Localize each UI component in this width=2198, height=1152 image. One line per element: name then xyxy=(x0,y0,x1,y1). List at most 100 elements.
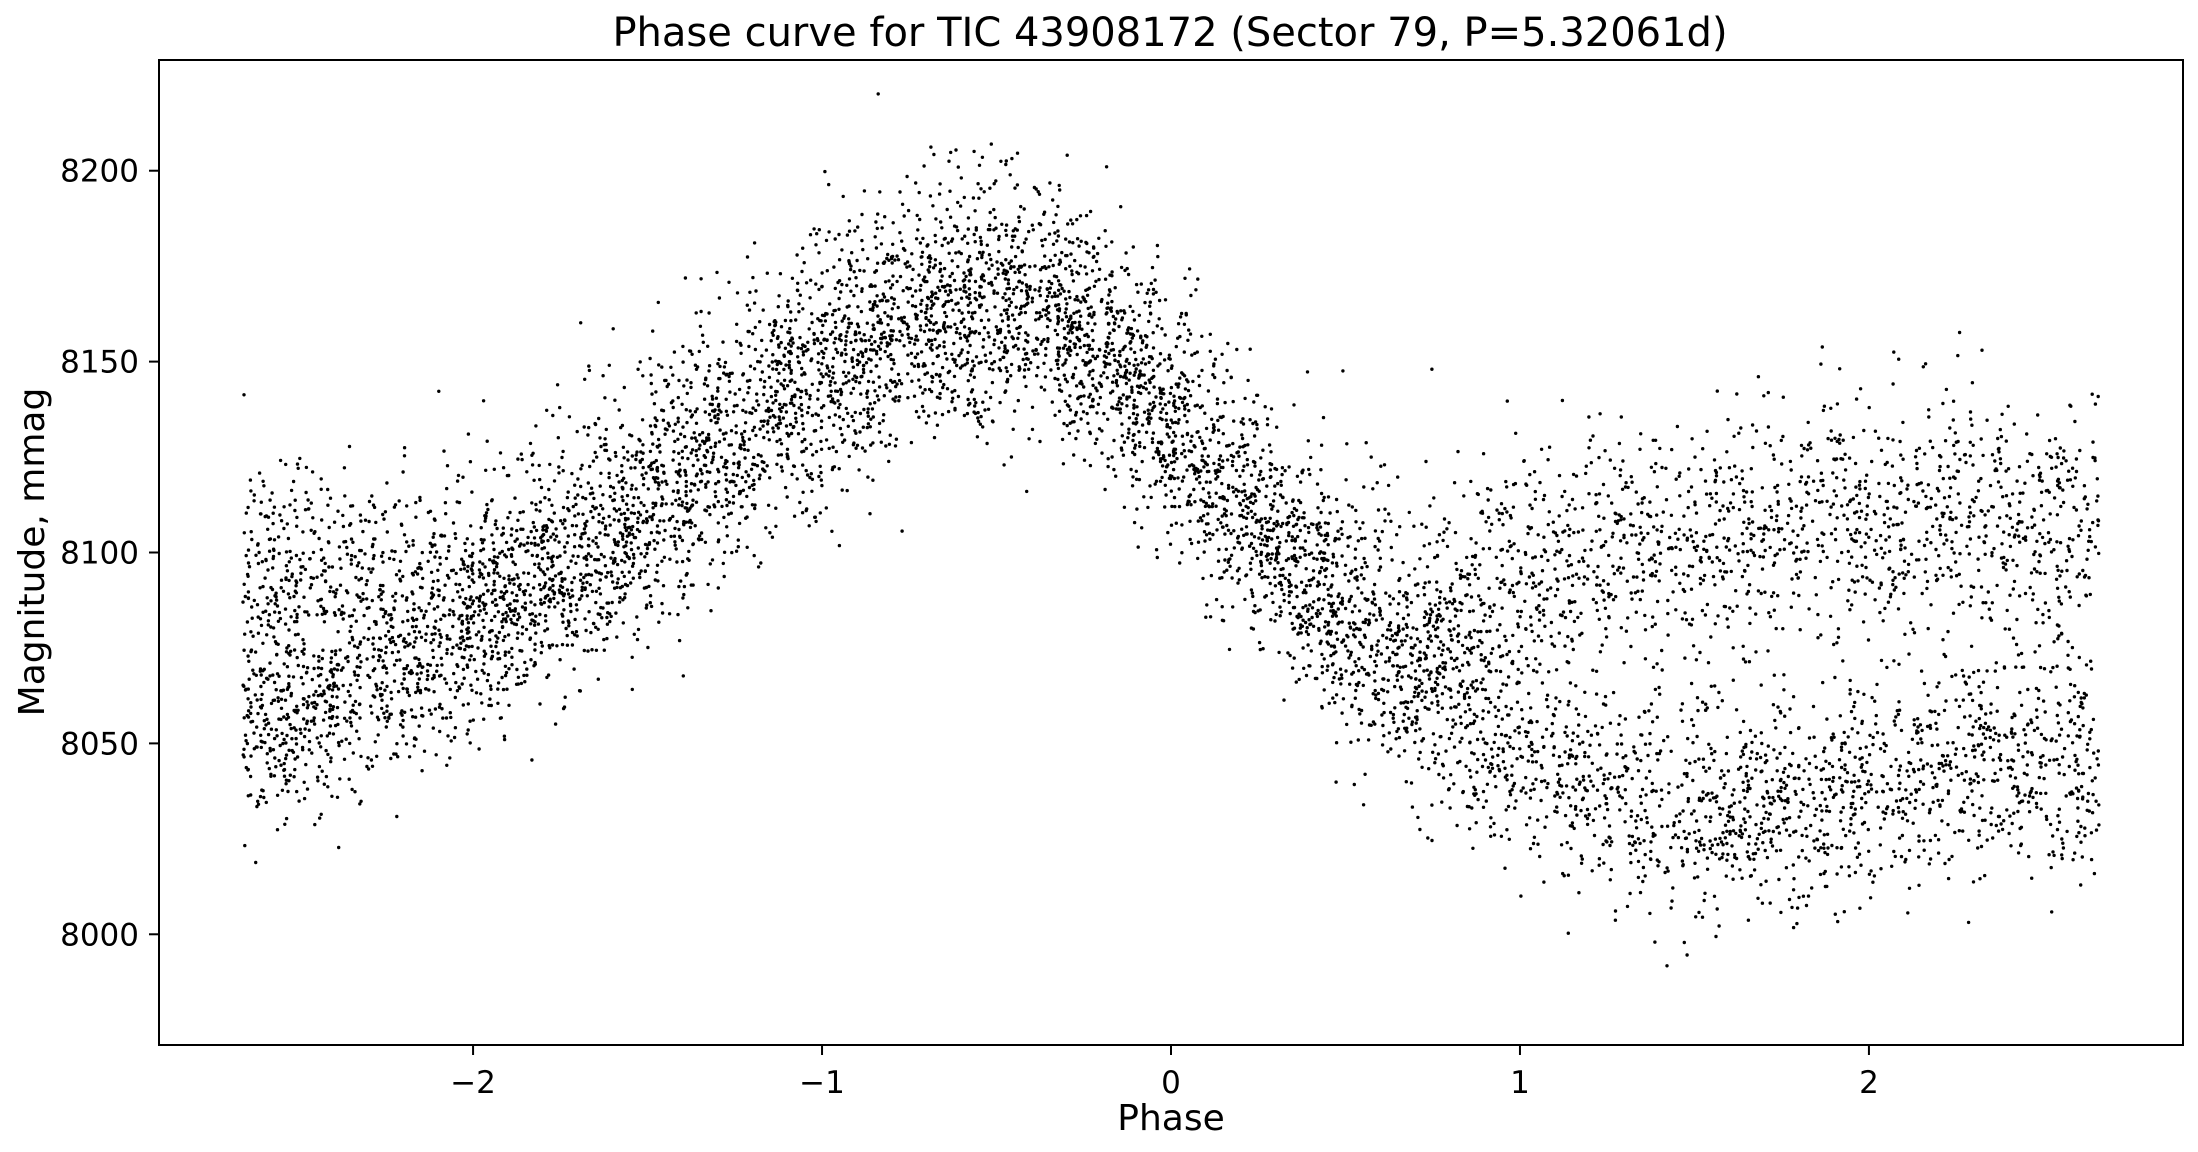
scatter-point xyxy=(972,375,976,379)
scatter-point xyxy=(1643,628,1648,632)
scatter-point xyxy=(1090,269,1095,273)
scatter-point xyxy=(374,520,378,525)
scatter-point xyxy=(613,559,617,564)
scatter-point xyxy=(1380,617,1385,621)
scatter-point xyxy=(2015,479,2019,483)
scatter-point xyxy=(1226,341,1230,346)
scatter-point xyxy=(1977,568,1981,573)
scatter-point xyxy=(1533,497,1538,501)
scatter-point xyxy=(1220,525,1225,529)
scatter-point xyxy=(418,498,422,503)
scatter-point xyxy=(1435,614,1439,618)
scatter-point xyxy=(942,382,946,387)
scatter-point xyxy=(837,307,841,311)
scatter-point xyxy=(554,534,559,538)
scatter-point xyxy=(283,607,288,611)
scatter-point xyxy=(1303,548,1307,553)
scatter-point xyxy=(1327,601,1331,606)
scatter-point xyxy=(306,703,310,707)
scatter-point xyxy=(380,706,384,711)
scatter-point xyxy=(688,409,692,413)
scatter-point xyxy=(1022,375,1027,379)
scatter-point xyxy=(1770,594,1774,599)
scatter-point xyxy=(1669,546,1674,550)
scatter-point xyxy=(244,511,248,515)
scatter-point xyxy=(1635,551,1639,555)
scatter-point xyxy=(2059,461,2064,466)
scatter-point xyxy=(1761,538,1766,542)
scatter-point xyxy=(1373,529,1378,533)
scatter-point xyxy=(745,255,750,259)
scatter-point xyxy=(269,599,273,603)
scatter-point xyxy=(1284,539,1289,543)
scatter-point xyxy=(1819,479,1823,483)
scatter-point xyxy=(1118,374,1123,379)
scatter-point xyxy=(933,337,937,342)
scatter-point xyxy=(2096,494,2100,498)
scatter-point xyxy=(272,635,276,639)
scatter-point xyxy=(1053,376,1057,381)
scatter-point xyxy=(1854,485,1858,489)
scatter-point xyxy=(1539,447,1544,451)
scatter-point xyxy=(960,348,964,352)
scatter-point xyxy=(484,583,488,587)
scatter-point xyxy=(1882,513,1886,517)
scatter-point xyxy=(1481,737,1486,741)
scatter-point xyxy=(1309,455,1313,460)
scatter-point xyxy=(796,288,800,293)
scatter-point xyxy=(2053,437,2058,441)
scatter-point xyxy=(1004,162,1008,167)
scatter-point xyxy=(1776,530,1781,534)
scatter-point xyxy=(722,515,726,520)
scatter-point xyxy=(389,697,394,701)
scatter-point xyxy=(1892,719,1897,723)
scatter-point xyxy=(790,394,794,399)
scatter-point xyxy=(831,445,835,449)
scatter-point xyxy=(594,600,598,605)
scatter-point xyxy=(707,364,712,368)
scatter-point xyxy=(1469,537,1473,541)
scatter-point xyxy=(932,435,937,440)
scatter-point xyxy=(825,269,829,273)
scatter-point xyxy=(1835,516,1839,520)
scatter-point xyxy=(932,152,936,157)
scatter-point xyxy=(1906,562,1911,567)
scatter-point xyxy=(759,454,763,458)
scatter-point xyxy=(851,347,856,352)
scatter-point xyxy=(405,690,410,694)
scatter-point xyxy=(1747,660,1752,664)
scatter-point xyxy=(299,571,303,575)
scatter-point xyxy=(1074,436,1078,441)
scatter-point xyxy=(1885,665,1889,670)
scatter-point xyxy=(2089,667,2094,671)
scatter-point xyxy=(1007,304,1012,308)
scatter-point xyxy=(393,642,398,647)
scatter-point xyxy=(1694,658,1699,662)
scatter-point xyxy=(1713,622,1718,626)
scatter-point xyxy=(1435,666,1440,671)
scatter-point xyxy=(1970,498,1975,502)
scatter-point xyxy=(335,668,340,672)
scatter-point xyxy=(1131,333,1136,338)
scatter-point xyxy=(465,537,469,541)
scatter-point xyxy=(1135,507,1139,511)
scatter-point xyxy=(1505,485,1509,489)
scatter-point xyxy=(1925,537,1929,541)
scatter-point xyxy=(1154,395,1158,399)
scatter-point xyxy=(516,612,521,616)
scatter-point xyxy=(862,189,867,193)
scatter-point xyxy=(1878,494,1882,499)
scatter-point xyxy=(1244,525,1249,529)
scatter-point xyxy=(1004,389,1008,393)
scatter-point xyxy=(1639,531,1643,535)
scatter-point xyxy=(1095,437,1099,441)
scatter-point xyxy=(1516,549,1521,553)
scatter-point xyxy=(269,625,273,629)
scatter-point xyxy=(2083,495,2087,499)
scatter-point xyxy=(415,572,420,576)
scatter-point xyxy=(469,595,473,599)
scatter-point xyxy=(1188,332,1193,336)
scatter-point xyxy=(1217,462,1221,467)
scatter-point xyxy=(1315,523,1319,527)
